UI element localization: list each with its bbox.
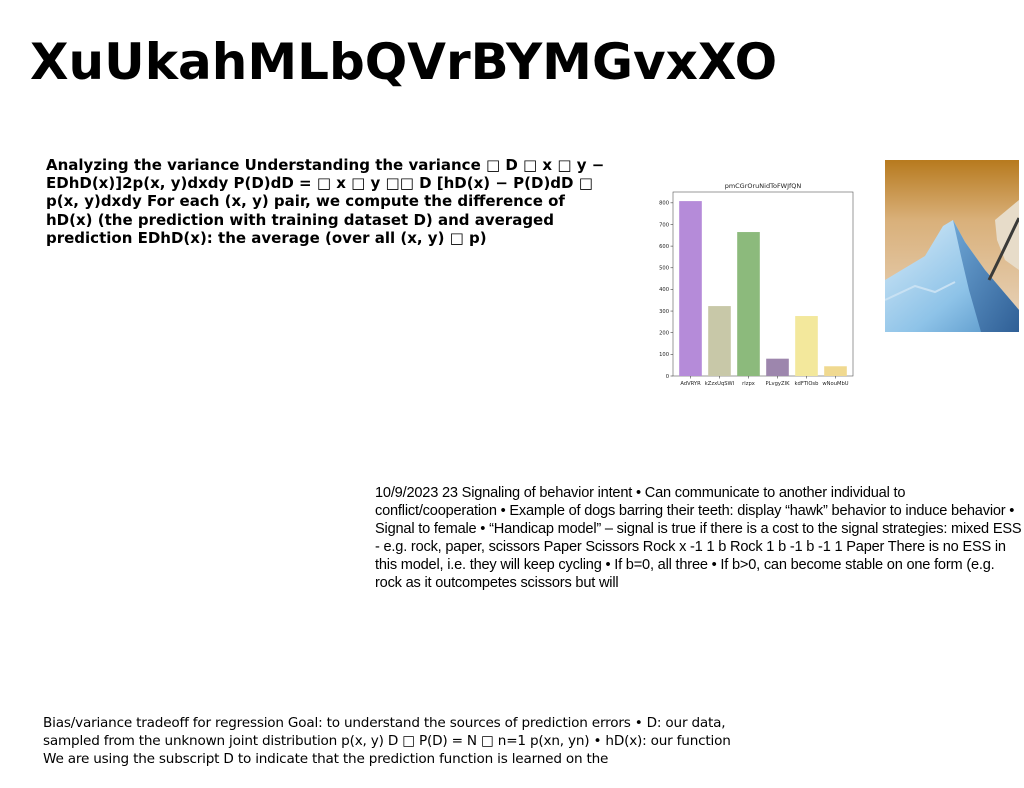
bar xyxy=(766,358,789,376)
y-tick-label: 800 xyxy=(659,201,669,207)
text-block-signaling: 10/9/2023 23 Signaling of behavior inten… xyxy=(375,485,1022,591)
y-tick-label: 500 xyxy=(659,266,669,272)
y-tick-label: 200 xyxy=(659,331,669,337)
bar xyxy=(737,232,760,376)
bar xyxy=(708,306,731,376)
x-tick-label: PLvgyZIK xyxy=(766,381,791,387)
y-tick-label: 600 xyxy=(659,244,669,250)
plot-frame xyxy=(672,191,854,377)
x-tick-label: rlzpx xyxy=(742,381,755,387)
text-block-bias-variance: Bias/variance tradeoff for regression Go… xyxy=(43,715,731,767)
x-tick-label: kdFTlOsb xyxy=(795,381,820,387)
y-tick-label: 0 xyxy=(666,374,669,380)
bar xyxy=(824,366,847,376)
x-tick-label: kZzxUqSWI xyxy=(705,381,735,387)
mountain-photo xyxy=(885,160,1019,332)
x-tick-label: wNouMbU xyxy=(822,381,848,387)
bar xyxy=(795,316,818,376)
bar xyxy=(679,201,702,376)
y-tick-label: 300 xyxy=(659,309,669,315)
page-title: XuUkahMLbQVrBYMGvxXO xyxy=(30,33,778,91)
y-tick-label: 400 xyxy=(659,287,669,293)
bar-chart: pmCGrOruNidToFWJfQN 0 100 200 300 400 500 600 70… xyxy=(655,178,860,393)
x-tick-label: AdVRYR xyxy=(680,381,701,387)
y-tick-label: 700 xyxy=(659,222,669,228)
bar-chart-svg: pmCGrOruNidToFWJfQN 0 100 200 300 400 500 600 70… xyxy=(659,182,854,387)
text-block-variance: Analyzing the variance Understanding the… xyxy=(46,156,605,247)
chart-title: pmCGrOruNidToFWJfQN xyxy=(725,182,802,190)
y-tick-label: 100 xyxy=(659,352,669,358)
